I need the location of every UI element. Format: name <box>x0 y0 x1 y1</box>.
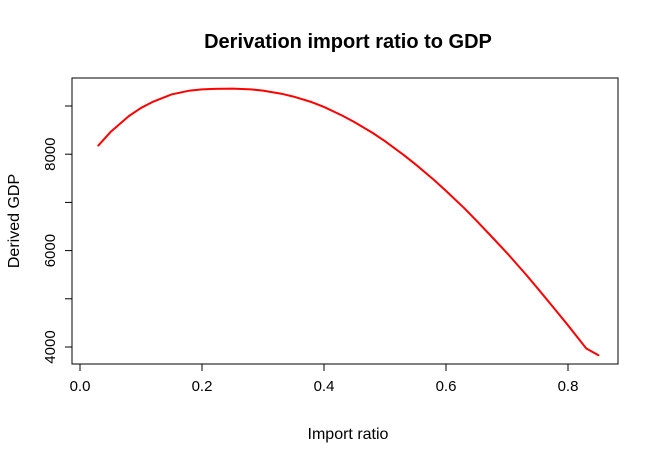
plot-border <box>71 77 619 365</box>
x-tick-label: 0.0 <box>70 378 91 395</box>
y-tick-label: 8000 <box>42 138 59 171</box>
y-axis-label: Derived GDP <box>6 174 23 268</box>
chart-title: Derivation import ratio to GDP <box>204 31 492 53</box>
series-layer <box>97 87 600 357</box>
series-line <box>97 87 600 357</box>
x-axis: 0.0 0.2 0.4 0.6 0.8 <box>70 363 579 395</box>
x-tick-label: 0.8 <box>558 378 579 395</box>
y-axis: 4000 6000 8000 <box>42 105 73 364</box>
x-tick-label: 0.6 <box>436 378 457 395</box>
x-tick-label: 0.2 <box>192 378 213 395</box>
y-tick-label: 6000 <box>42 234 59 267</box>
x-axis-label: Import ratio <box>308 426 389 443</box>
y-tick-label: 4000 <box>42 330 59 363</box>
x-tick-label: 0.4 <box>314 378 335 395</box>
